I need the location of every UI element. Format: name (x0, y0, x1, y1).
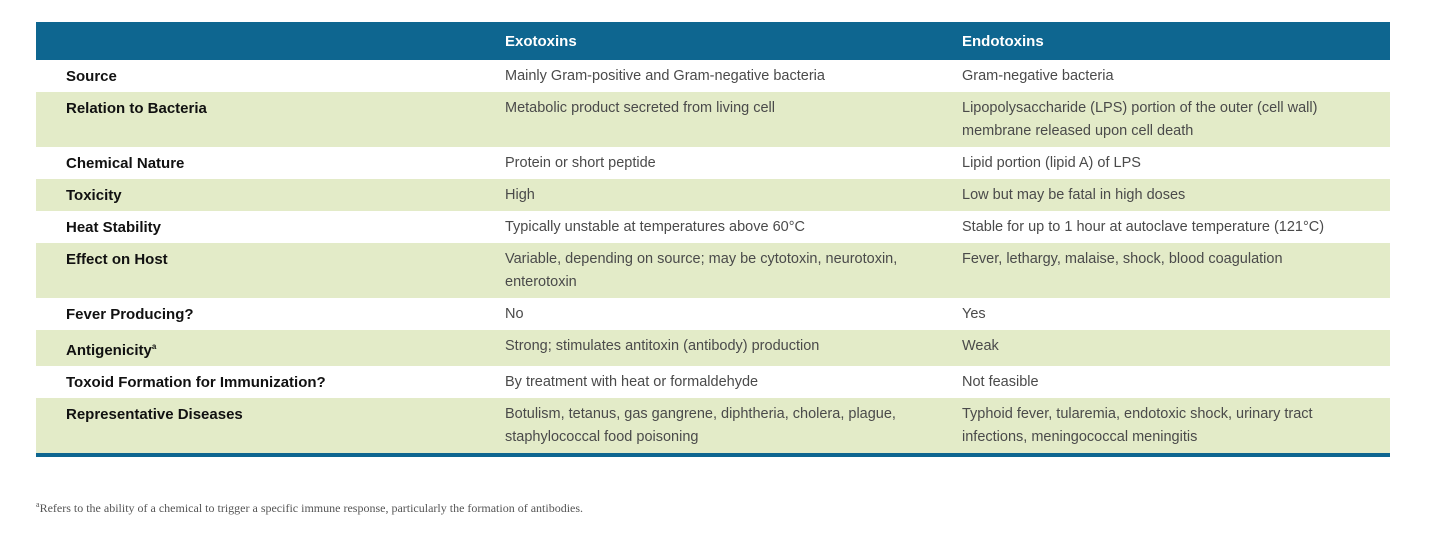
endotoxins-cell: Low but may be fatal in high doses (962, 187, 1186, 203)
row-label: Fever Producing? (66, 306, 194, 323)
row-label: Representative Diseases (66, 406, 243, 423)
row-label: Relation to Bacteria (66, 100, 207, 117)
row-label: Effect on Host (66, 251, 168, 268)
exotoxins-cell: High (505, 187, 535, 203)
table-row: Fever Producing? No Yes (36, 298, 1390, 330)
exotoxins-cell: By treatment with heat or formaldehyde (505, 374, 759, 390)
exotoxins-cell: Variable, depending on source; may be cy… (505, 251, 898, 290)
endotoxins-cell: Typhoid fever, tularemia, endotoxic shoc… (962, 406, 1313, 445)
endotoxins-cell: Weak (962, 338, 999, 354)
footnote-marker: a (151, 342, 157, 351)
comparison-table-wrapper: Exotoxins Endotoxins Source Mainly Gram-… (36, 22, 1390, 457)
exotoxins-cell: Typically unstable at temperatures above… (505, 219, 805, 235)
exotoxins-cell: Strong; stimulates antitoxin (antibody) … (505, 338, 820, 354)
row-label-text: Antigenicity (66, 342, 152, 359)
exotoxins-cell: Botulism, tetanus, gas gangrene, diphthe… (505, 406, 896, 445)
table-row: Relation to Bacteria Metabolic product s… (36, 92, 1390, 147)
row-label: Toxoid Formation for Immunization? (66, 374, 326, 391)
footnote-marker: a (36, 500, 40, 509)
endotoxins-cell: Gram-negative bacteria (962, 68, 1114, 84)
table-row: Chemical Nature Protein or short peptide… (36, 147, 1390, 179)
endotoxins-cell: Lipid portion (lipid A) of LPS (962, 155, 1141, 171)
table-row: Source Mainly Gram-positive and Gram-neg… (36, 60, 1390, 92)
exotoxins-cell: No (505, 306, 524, 322)
endotoxins-cell: Lipopolysaccharide (LPS) portion of the … (962, 100, 1318, 139)
table-row: Antigenicitya Strong; stimulates antitox… (36, 330, 1390, 366)
header-exotoxins: Exotoxins (505, 32, 577, 50)
row-label: Heat Stability (66, 219, 162, 236)
row-label: Antigenicitya (36, 330, 502, 366)
row-label: Toxicity (66, 187, 122, 204)
endotoxins-cell: Not feasible (962, 374, 1039, 390)
footnote-text: Refers to the ability of a chemical to t… (39, 501, 584, 515)
table-row: Toxoid Formation for Immunization? By tr… (36, 366, 1390, 398)
endotoxins-cell: Yes (962, 306, 986, 322)
exotoxins-cell: Metabolic product secreted from living c… (505, 100, 775, 116)
exotoxins-cell: Mainly Gram-positive and Gram-negative b… (505, 68, 825, 84)
table-row: Representative Diseases Botulism, tetanu… (36, 398, 1390, 453)
exotoxins-cell: Protein or short peptide (505, 155, 656, 171)
table-row: Toxicity High Low but may be fatal in hi… (36, 179, 1390, 211)
endotoxins-cell: Stable for up to 1 hour at autoclave tem… (962, 219, 1325, 235)
footnote: aRefers to the ability of a chemical to … (36, 500, 583, 516)
endotoxins-cell: Fever, lethargy, malaise, shock, blood c… (962, 251, 1283, 267)
header-empty (36, 22, 502, 60)
toxin-comparison-table: Exotoxins Endotoxins Source Mainly Gram-… (36, 22, 1390, 453)
header-endotoxins: Endotoxins (962, 32, 1044, 50)
table-row: Effect on Host Variable, depending on so… (36, 243, 1390, 298)
table-header-row: Exotoxins Endotoxins (36, 22, 1390, 60)
row-label: Chemical Nature (66, 155, 185, 172)
table-row: Heat Stability Typically unstable at tem… (36, 211, 1390, 243)
table-bottom-rule (36, 453, 1390, 457)
row-label: Source (66, 68, 117, 85)
